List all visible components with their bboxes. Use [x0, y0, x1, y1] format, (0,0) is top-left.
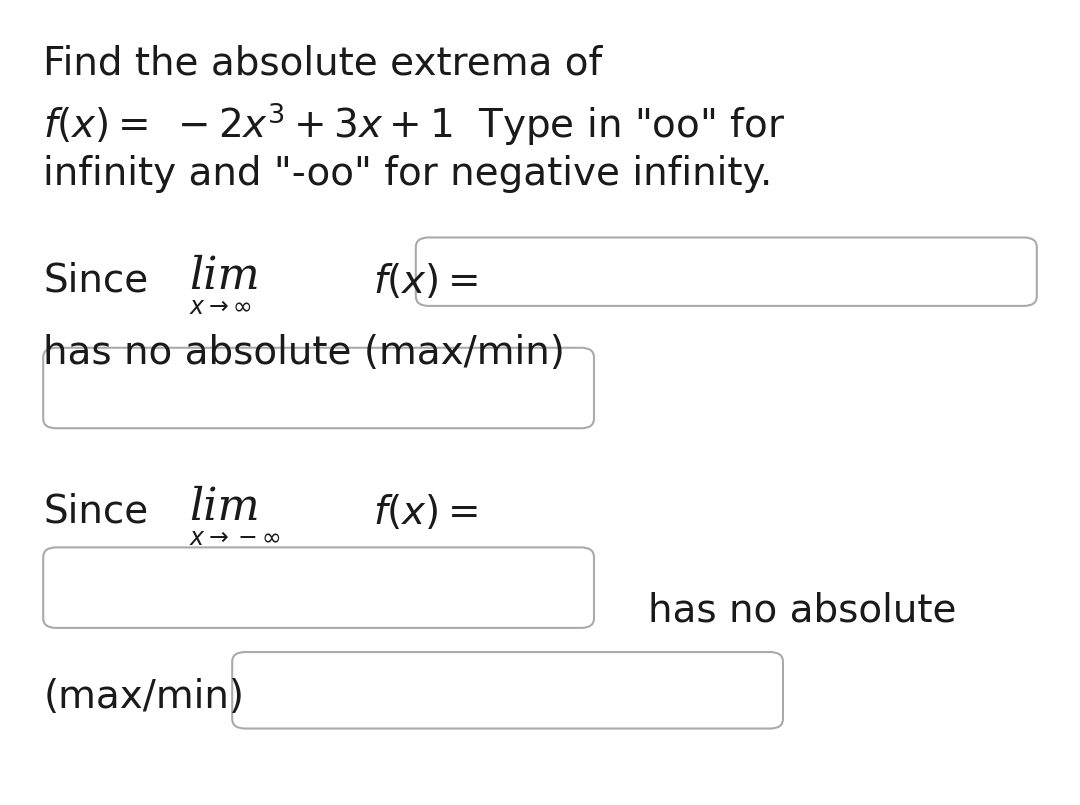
Text: $f(x) = \ -2x^3 + 3x + 1$  Type in "oo" for: $f(x) = \ -2x^3 + 3x + 1$ Type in "oo" f…	[43, 101, 785, 148]
Text: Find the absolute extrema of: Find the absolute extrema of	[43, 44, 603, 82]
Text: has no absolute (max/min): has no absolute (max/min)	[43, 334, 565, 372]
Text: lim: lim	[189, 255, 260, 299]
Text: Since: Since	[43, 262, 148, 299]
Text: infinity and "-oo" for negative infinity.: infinity and "-oo" for negative infinity…	[43, 155, 772, 192]
Text: has no absolute: has no absolute	[648, 592, 957, 630]
FancyBboxPatch shape	[416, 237, 1037, 306]
FancyBboxPatch shape	[232, 652, 783, 729]
Text: $x \rightarrow \infty$: $x \rightarrow \infty$	[189, 295, 252, 319]
Text: $f(x)=$: $f(x)=$	[373, 493, 477, 531]
FancyBboxPatch shape	[43, 547, 594, 628]
Text: $x \rightarrow -\infty$: $x \rightarrow -\infty$	[189, 526, 281, 550]
Text: lim: lim	[189, 486, 260, 530]
FancyBboxPatch shape	[43, 348, 594, 428]
Text: Since: Since	[43, 493, 148, 530]
Text: (max/min): (max/min)	[43, 678, 244, 716]
Text: $f(x)=$: $f(x)=$	[373, 262, 477, 300]
